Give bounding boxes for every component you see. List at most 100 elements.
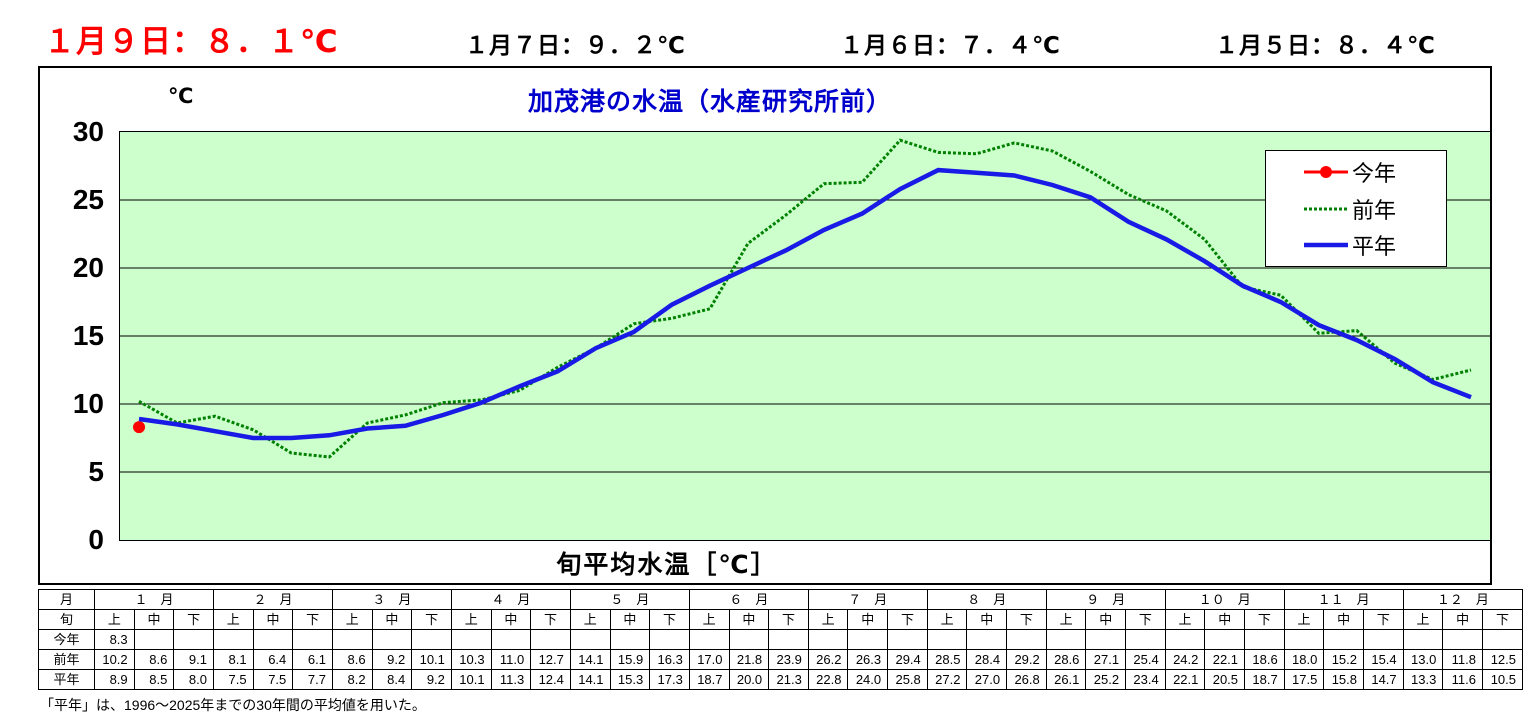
- value-cell: 12.4: [530, 669, 571, 690]
- value-cell: [530, 629, 571, 650]
- value-cell: [1244, 629, 1285, 650]
- period-header-cell: 下: [768, 609, 809, 630]
- value-cell: 8.6: [133, 649, 175, 670]
- period-header-cell: 下: [292, 609, 333, 630]
- value-cell: [649, 629, 690, 650]
- value-cell: 27.1: [1085, 649, 1127, 670]
- value-cell: 10.1: [411, 649, 452, 670]
- value-cell: 29.4: [887, 649, 928, 670]
- value-cell: 13.3: [1402, 669, 1444, 690]
- period-header-cell: 中: [1085, 609, 1127, 630]
- month-header-cell: ７ 月: [807, 589, 928, 610]
- temperature-line-chart: [120, 138, 1490, 473]
- period-header-cell: 上: [569, 609, 611, 630]
- value-cell: 11.8: [1442, 649, 1483, 670]
- value-cell: [569, 629, 611, 650]
- value-cell: [768, 629, 809, 650]
- value-cell: 25.2: [1085, 669, 1127, 690]
- value-cell: 7.7: [292, 669, 333, 690]
- period-header-cell: 下: [1125, 609, 1166, 630]
- value-cell: 8.0: [173, 669, 214, 690]
- period-header-cell: 上: [450, 609, 492, 630]
- value-cell: 23.9: [768, 649, 809, 670]
- value-cell: [966, 629, 1008, 650]
- value-cell: 7.5: [212, 669, 254, 690]
- value-cell: 22.1: [1164, 669, 1206, 690]
- value-cell: 28.5: [926, 649, 968, 670]
- y-axis-tick-label: 20: [72, 251, 104, 283]
- period-header-cell: 中: [966, 609, 1008, 630]
- value-cell: 15.4: [1363, 649, 1404, 670]
- value-cell: [331, 629, 373, 650]
- period-header-cell: 上: [212, 609, 254, 630]
- value-cell: 9.2: [371, 649, 413, 670]
- month-header-cell: ３ 月: [331, 589, 452, 610]
- value-cell: [1363, 629, 1404, 650]
- period-header-cell: 下: [1006, 609, 1047, 630]
- value-cell: 21.8: [728, 649, 770, 670]
- value-cell: 17.0: [688, 649, 730, 670]
- month-header-cell: １１ 月: [1283, 589, 1404, 610]
- value-cell: 17.5: [1283, 669, 1325, 690]
- table-row-heinen: 平年 8.9 8.5 8.0 7.5 7.5 7.7 8.2 8.4 9.2 10.1 11.3 12.…: [38, 669, 1524, 690]
- x-axis-label: 旬平均水温［℃］: [556, 551, 778, 579]
- value-cell: [490, 629, 532, 650]
- value-cell: 28.6: [1045, 649, 1087, 670]
- value-cell: 24.2: [1164, 649, 1206, 670]
- period-header-cell: 下: [887, 609, 928, 630]
- value-cell: [252, 629, 294, 650]
- period-header-cell: 中: [252, 609, 294, 630]
- period-header-cell: 中: [847, 609, 889, 630]
- month-row-label: 月: [38, 589, 95, 610]
- value-cell: [411, 629, 452, 650]
- value-cell: 29.2: [1006, 649, 1047, 670]
- y-axis-tick-label: 15: [72, 319, 104, 351]
- month-header-cell: ４ 月: [450, 589, 571, 610]
- period-header-cell: 中: [371, 609, 413, 630]
- value-cell: [133, 629, 175, 650]
- value-cell: 8.9: [94, 669, 135, 690]
- series-row-label: 今年: [38, 629, 95, 650]
- chart-title: 加茂港の水温（水産研究所前）: [527, 88, 892, 116]
- value-cell: 15.3: [609, 669, 651, 690]
- value-cell: 20.0: [728, 669, 770, 690]
- value-cell: 9.2: [411, 669, 452, 690]
- period-header-cell: 上: [1402, 609, 1444, 630]
- value-cell: 7.5: [252, 669, 294, 690]
- legend-marker-zennen: [1304, 207, 1348, 210]
- value-cell: 15.2: [1323, 649, 1364, 670]
- recent-temperature-readout: １月５日：８．４℃: [1215, 32, 1436, 58]
- month-header-cell: １０ 月: [1164, 589, 1285, 610]
- data-point-kotoshi: [133, 421, 146, 434]
- value-cell: [1402, 629, 1444, 650]
- value-cell: [1164, 629, 1206, 650]
- y-axis-tick-label: 5: [88, 455, 104, 487]
- period-header-cell: 上: [331, 609, 373, 630]
- period-header-cell: 中: [1204, 609, 1246, 630]
- value-cell: 15.8: [1323, 669, 1364, 690]
- value-cell: [1442, 629, 1483, 650]
- value-cell: 21.3: [768, 669, 809, 690]
- value-cell: 25.8: [887, 669, 928, 690]
- value-cell: 11.6: [1442, 669, 1483, 690]
- value-cell: [807, 629, 849, 650]
- value-cell: 26.3: [847, 649, 889, 670]
- value-cell: 20.5: [1204, 669, 1246, 690]
- value-cell: 28.4: [966, 649, 1008, 670]
- table-row-kotoshi: 今年 8.3: [38, 629, 1524, 650]
- period-header-cell: 上: [1164, 609, 1206, 630]
- period-header-cell: 中: [1442, 609, 1483, 630]
- value-cell: [371, 629, 413, 650]
- month-header-cell: ５ 月: [569, 589, 690, 610]
- value-cell: 8.2: [331, 669, 373, 690]
- value-cell: 10.1: [450, 669, 492, 690]
- y-axis-tick-label: 0: [88, 523, 104, 555]
- value-cell: 18.6: [1244, 649, 1285, 670]
- value-cell: 8.6: [331, 649, 373, 670]
- period-row-label: 旬: [38, 609, 95, 630]
- month-header-cell: １ 月: [94, 589, 214, 610]
- month-header-cell: ９ 月: [1045, 589, 1166, 610]
- recent-temperature-readout: １月７日：９．２℃: [465, 32, 686, 58]
- plot-area: [119, 131, 1491, 541]
- value-cell: [728, 629, 770, 650]
